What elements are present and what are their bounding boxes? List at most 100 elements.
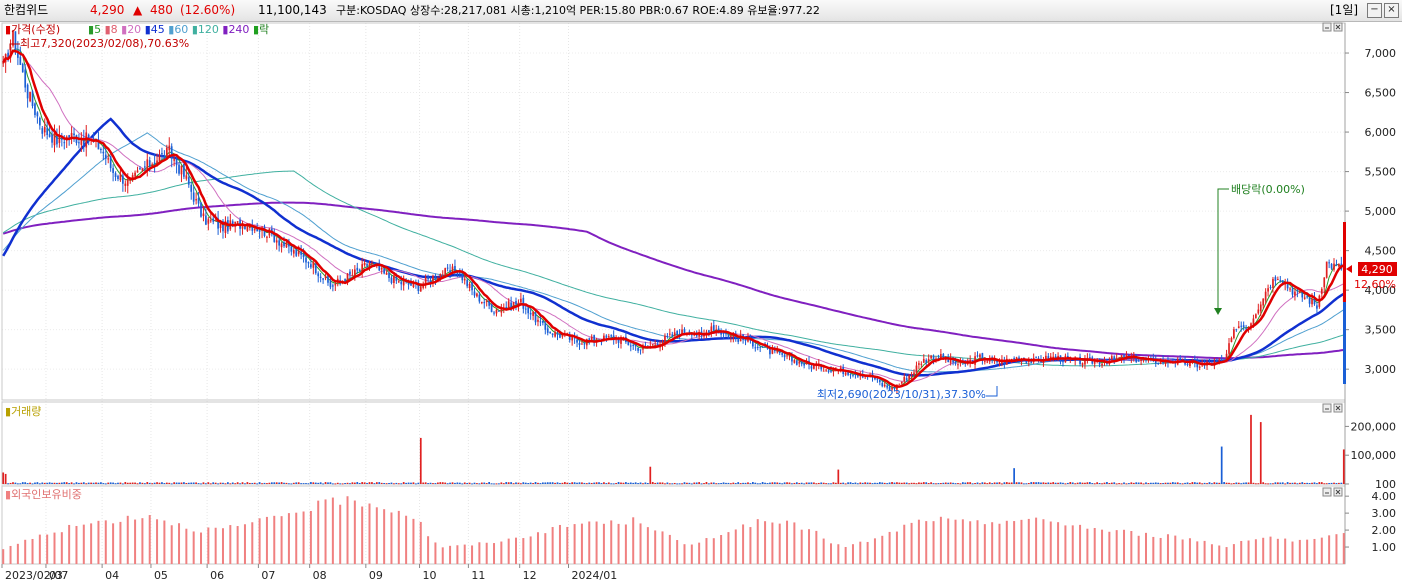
foreign-bar (82, 524, 85, 564)
candle-body (725, 332, 727, 335)
price-pane-controls[interactable] (1322, 22, 1343, 32)
volume-bar (175, 482, 178, 484)
volume-bar (607, 482, 610, 484)
volume-pane-controls[interactable] (1322, 403, 1343, 413)
volume-bar (295, 482, 298, 484)
volume-bar (1062, 482, 1064, 484)
period-selector[interactable]: [1일] (1330, 3, 1359, 17)
volume-bar (209, 483, 212, 485)
foreign-bar (485, 542, 488, 564)
candle-body (952, 357, 954, 363)
volume-bar (969, 482, 972, 484)
volume-bar (51, 482, 53, 484)
volume-bar (778, 482, 781, 484)
volume-bar (119, 482, 122, 484)
foreign-bar (24, 539, 27, 564)
foreign-tick-label: 2.00 (1372, 524, 1397, 537)
volume-bar (29, 482, 31, 484)
foreign-bar (302, 511, 305, 564)
volume-bar (793, 482, 796, 484)
legend-ma60-marker: ▮ (168, 23, 174, 36)
foreign-bar (236, 526, 239, 564)
candle-body (185, 175, 188, 179)
foreign-bar (265, 516, 268, 564)
candle-body (576, 339, 578, 343)
candle-body (527, 307, 530, 314)
candle-body (1308, 297, 1311, 304)
price-tick-label: 6,000 (1365, 126, 1397, 139)
foreign-bar (419, 521, 422, 564)
volume-bar (419, 437, 422, 484)
candle-body (1240, 325, 1243, 327)
volume-bar (87, 482, 90, 484)
candle-body (761, 346, 764, 348)
candle-body (1215, 359, 1218, 361)
volume-bar (1191, 482, 1194, 484)
volume-bar (993, 482, 996, 484)
volume-bar (742, 482, 744, 484)
foreign-bar (815, 530, 818, 564)
foreign-tick-label: 1.00 (1372, 541, 1397, 554)
candle-body (295, 249, 298, 256)
tick-labels: 7,000 6,500 6,000 5,500 5,000 4,500 4,000 3,500… (5, 47, 1396, 582)
volume-bar (703, 483, 705, 485)
candle-body (561, 335, 564, 337)
candle-body (317, 273, 320, 277)
volume-bar (610, 483, 613, 485)
volume-bar (285, 482, 288, 484)
candle-body (349, 271, 351, 275)
volume-bar (1325, 483, 1328, 485)
volume-bar (1286, 482, 1289, 484)
foreign-bar (1042, 519, 1045, 564)
candle-body (400, 281, 403, 285)
volume-bar (483, 482, 486, 484)
low-annotation: 최저2,690(2023/10/31),37.30% (817, 386, 998, 401)
candle-body (881, 383, 884, 387)
candle-body (273, 232, 276, 242)
volume-bar (1115, 483, 1118, 485)
x-tick-label: 10 (423, 569, 437, 582)
volume-bar (1118, 483, 1120, 485)
volume-bar (312, 482, 315, 484)
volume-bar (1257, 483, 1260, 485)
candle-body (617, 337, 620, 343)
candle-body (940, 353, 942, 359)
volume-bar (957, 483, 959, 485)
volume-bar (493, 483, 495, 485)
candle-body (383, 268, 385, 274)
minimize-button[interactable]: − (1367, 3, 1382, 18)
volume-bar (563, 482, 566, 484)
ma5-line (2, 48, 1344, 389)
candle-body (629, 345, 632, 347)
volume-bar (766, 483, 769, 485)
close-button[interactable]: × (1384, 3, 1399, 18)
foreign-bar (1232, 544, 1235, 564)
candle-body (300, 251, 302, 255)
candle-body (412, 281, 415, 288)
foreign-bar (178, 523, 181, 564)
x-tick-label: 03 (49, 569, 63, 582)
volume-bar (1106, 481, 1108, 484)
volume-bar (21, 482, 24, 484)
volume-bar (197, 483, 200, 485)
foreign-bar (156, 519, 159, 564)
candle-body (419, 286, 422, 292)
candle-body (224, 220, 227, 233)
volume-bar (214, 482, 217, 484)
foreign-bar (976, 520, 979, 564)
foreign-bar (1049, 521, 1052, 564)
foreign-bar (925, 521, 928, 564)
candle-body (195, 199, 197, 201)
volume-bar (53, 482, 56, 484)
candle-body (1181, 359, 1184, 361)
volume-bar (529, 482, 532, 484)
stock-chart[interactable]: 7,000 6,500 6,000 5,500 5,000 4,500 4,000 3,500… (0, 21, 1402, 582)
candle-body (976, 355, 979, 357)
volume-bar (60, 482, 63, 484)
volume-bar (1330, 482, 1333, 484)
foreign-pane-controls[interactable] (1322, 487, 1343, 497)
foreign-bar (1328, 535, 1331, 564)
volume-bar (725, 482, 727, 484)
volume-bar (949, 482, 952, 484)
candle-body (12, 30, 14, 46)
